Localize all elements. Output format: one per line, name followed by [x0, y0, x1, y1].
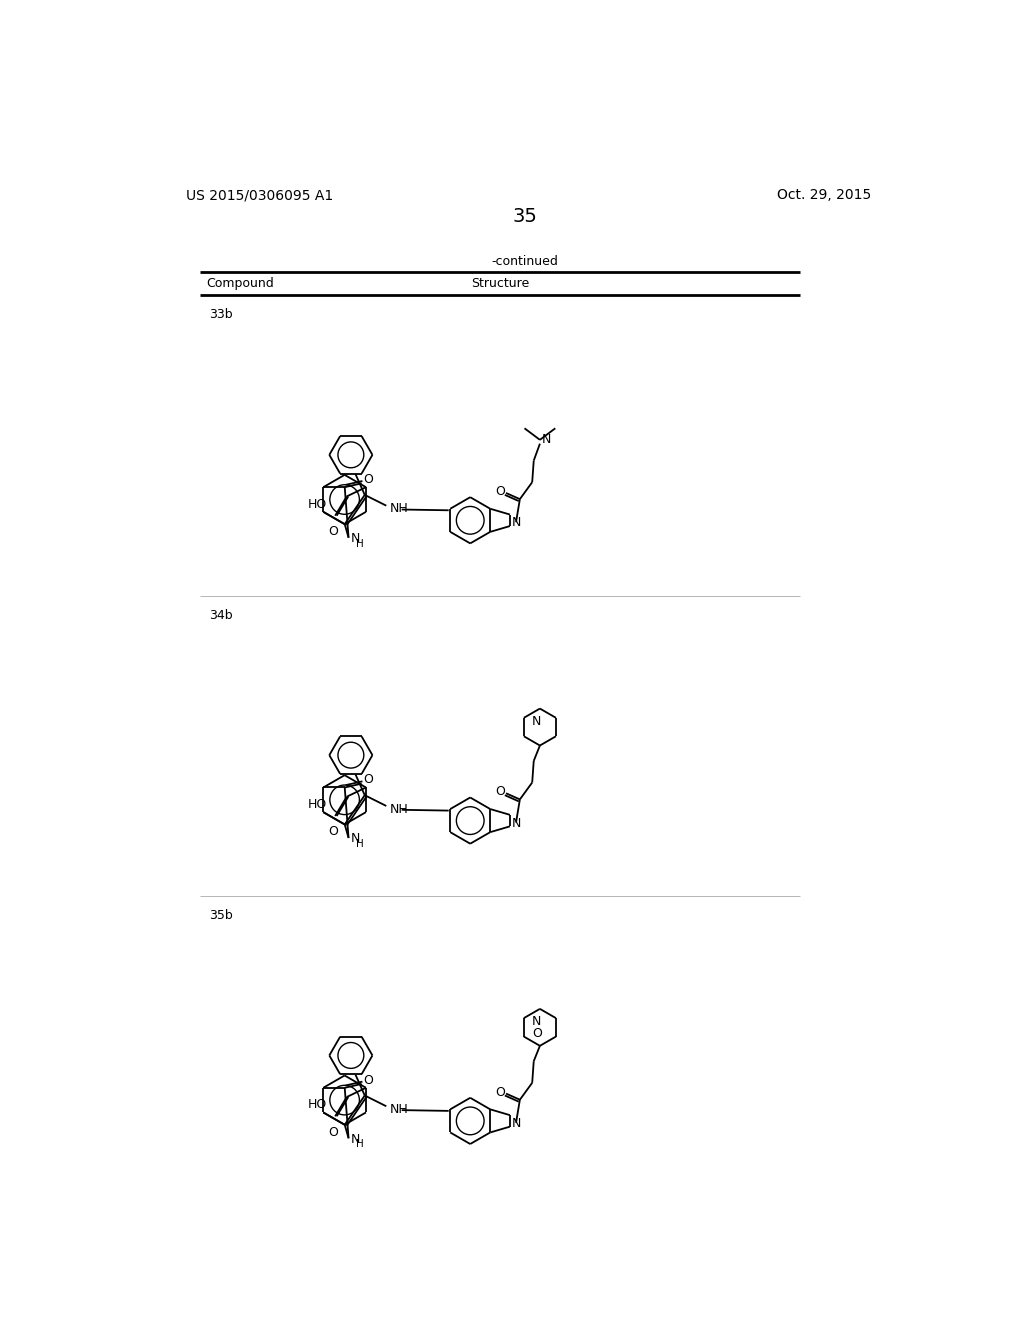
Text: O: O: [496, 484, 505, 498]
Text: N: N: [532, 1015, 542, 1028]
Text: N: N: [351, 532, 360, 545]
Text: 35b: 35b: [209, 908, 232, 921]
Text: O: O: [364, 473, 373, 486]
Text: HO: HO: [307, 1098, 327, 1111]
Text: O: O: [364, 774, 373, 787]
Text: N: N: [511, 817, 521, 830]
Text: Oct. 29, 2015: Oct. 29, 2015: [777, 189, 871, 202]
Text: O: O: [328, 825, 338, 838]
Text: O: O: [531, 1027, 542, 1040]
Text: N: N: [511, 1117, 521, 1130]
Text: H: H: [356, 840, 364, 849]
Text: H: H: [356, 539, 364, 549]
Text: NH: NH: [389, 502, 409, 515]
Text: O: O: [328, 525, 338, 539]
Text: N: N: [351, 1133, 360, 1146]
Text: O: O: [364, 1073, 373, 1086]
Text: -continued: -continued: [492, 255, 558, 268]
Text: US 2015/0306095 A1: US 2015/0306095 A1: [186, 189, 333, 202]
Text: N: N: [511, 516, 521, 529]
Text: 35: 35: [512, 207, 538, 226]
Text: HO: HO: [307, 498, 327, 511]
Text: N: N: [542, 433, 551, 446]
Text: 33b: 33b: [209, 308, 232, 321]
Text: HO: HO: [307, 797, 327, 810]
Text: Compound: Compound: [206, 277, 273, 290]
Text: N: N: [532, 714, 542, 727]
Text: O: O: [328, 1126, 338, 1139]
Text: H: H: [356, 1139, 364, 1150]
Text: O: O: [496, 1085, 505, 1098]
Text: NH: NH: [389, 803, 409, 816]
Text: O: O: [496, 785, 505, 799]
Text: N: N: [351, 833, 360, 845]
Text: NH: NH: [389, 1102, 409, 1115]
Text: Structure: Structure: [471, 277, 529, 290]
Text: 34b: 34b: [209, 609, 232, 622]
